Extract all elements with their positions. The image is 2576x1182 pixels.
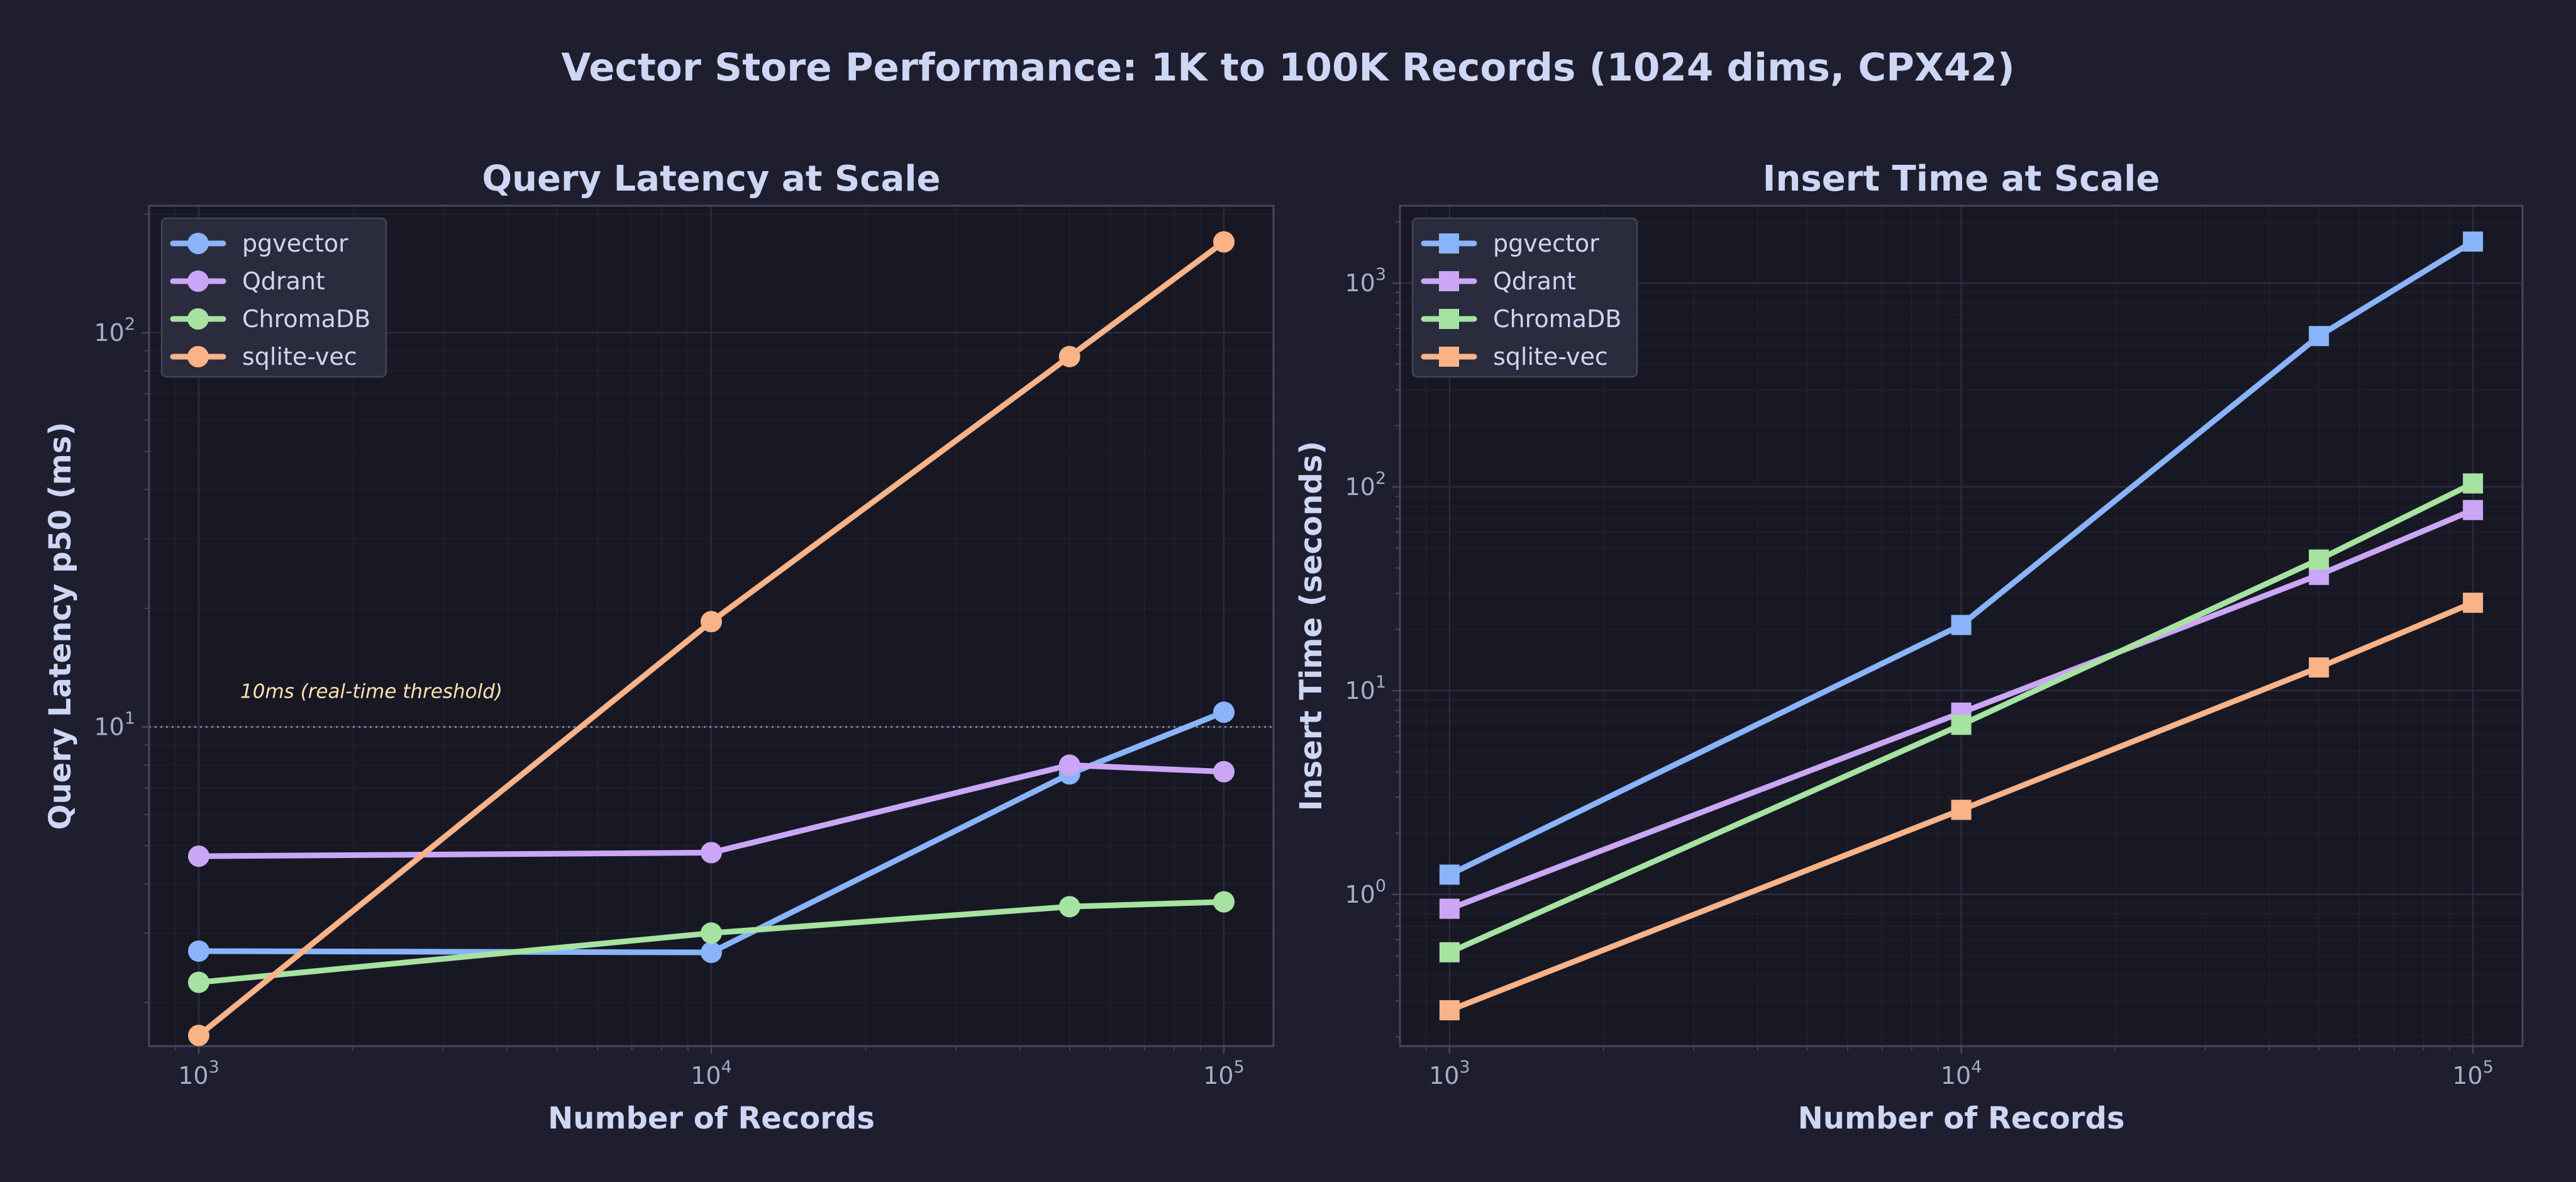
data-point — [187, 1024, 209, 1046]
legend: pgvector Qdrant ChromaDB sqlite-vec — [160, 217, 387, 378]
threshold-annotation: 10ms (real-time threshold) — [240, 681, 502, 703]
panel-title: Insert Time at Scale — [1763, 159, 2160, 199]
legend-marker — [1439, 309, 1459, 329]
series-qdrant — [187, 754, 1235, 867]
data-point — [1213, 891, 1235, 913]
data-point — [1058, 754, 1080, 776]
data-point — [1951, 715, 1972, 735]
data-point — [701, 842, 722, 864]
x-tick-label: 103 — [1429, 1057, 1470, 1090]
legend: pgvector Qdrant ChromaDB sqlite-vec — [1411, 217, 1638, 378]
legend-marker — [1439, 347, 1459, 367]
y-tick-label: 102 — [1345, 469, 1386, 501]
data-point — [1058, 345, 1080, 367]
legend-item: sqlite-vec — [1421, 343, 1608, 371]
legend-box — [1411, 217, 1638, 378]
legend-label: sqlite-vec — [1493, 343, 1608, 371]
series-line — [196, 239, 1227, 1039]
series-line — [196, 709, 1227, 956]
legend-label: Qdrant — [242, 267, 325, 295]
legend-item: sqlite-vec — [170, 343, 357, 371]
legend-marker — [187, 270, 209, 292]
x-tick-label: 105 — [1203, 1057, 1245, 1090]
data-point — [2463, 473, 2484, 494]
x-tick-label: 104 — [691, 1057, 732, 1090]
y-tick-label: 102 — [94, 315, 135, 347]
data-point — [187, 971, 209, 993]
y-axis-label: Query Latency p50 (ms) — [43, 422, 78, 830]
x-tick-label: 105 — [2452, 1057, 2494, 1090]
data-point — [187, 845, 209, 867]
legend-item: pgvector — [170, 230, 348, 257]
y-axis-label: Insert Time (seconds) — [1294, 441, 1329, 811]
y-tick-label: 101 — [94, 709, 135, 741]
series-pgvector — [187, 701, 1235, 963]
y-tick-label: 101 — [1345, 672, 1386, 705]
y-tick-label: 100 — [1345, 876, 1386, 908]
legend-label: ChromaDB — [1493, 305, 1621, 333]
data-point — [2309, 326, 2329, 347]
legend-box — [160, 217, 387, 378]
x-tick-label: 103 — [178, 1057, 219, 1090]
legend-marker — [187, 308, 209, 330]
legend-label: Qdrant — [1493, 267, 1576, 295]
data-point — [2463, 499, 2484, 520]
legend-item: Qdrant — [1421, 267, 1576, 295]
legend-item: ChromaDB — [1421, 305, 1621, 333]
series-line — [1446, 238, 2476, 878]
legend-marker — [1439, 271, 1459, 291]
data-point — [1058, 896, 1080, 918]
data-point — [2309, 657, 2329, 678]
series-sqlite-vec — [1439, 593, 2484, 1020]
data-point — [701, 611, 722, 633]
panel-title: Query Latency at Scale — [482, 159, 941, 199]
legend-item: ChromaDB — [170, 305, 370, 333]
series-chromadb — [187, 891, 1235, 993]
legend-label: pgvector — [242, 230, 348, 257]
chart-panel-2: 103 104 105 100 101 102 103 Insert Time at Scal… — [1294, 159, 2524, 1136]
data-point — [1439, 942, 1460, 962]
series-line — [196, 899, 1227, 986]
data-point — [1213, 231, 1235, 253]
data-point — [1439, 1000, 1460, 1020]
x-axis-label: Number of Records — [548, 1101, 875, 1136]
chart-panel-1: 10ms (real-time threshold) 103 104 105 101 10… — [43, 159, 1275, 1136]
series-pgvector — [1439, 231, 2484, 885]
data-point — [187, 940, 209, 962]
legend-item: pgvector — [1421, 230, 1599, 257]
data-point — [1439, 898, 1460, 919]
x-axis-label: Number of Records — [1798, 1101, 2125, 1136]
data-point — [2463, 593, 2484, 613]
data-point — [1951, 615, 1972, 635]
data-point — [701, 941, 722, 963]
data-point — [2463, 231, 2484, 252]
series-line — [196, 762, 1227, 859]
x-tick-label: 104 — [1941, 1057, 1982, 1090]
figure-title: Vector Store Performance: 1K to 100K Rec… — [561, 45, 2014, 90]
legend-label: ChromaDB — [242, 305, 370, 333]
data-point — [1951, 800, 1972, 820]
series-chromadb — [1439, 473, 2484, 962]
legend-label: sqlite-vec — [242, 343, 357, 371]
legend-label: pgvector — [1493, 230, 1599, 257]
legend-marker — [187, 346, 209, 367]
data-point — [1213, 761, 1235, 783]
series-line — [1446, 481, 2476, 956]
legend-item: Qdrant — [170, 267, 325, 295]
y-tick-label: 103 — [1345, 265, 1386, 297]
data-point — [1213, 701, 1235, 723]
data-point — [2309, 549, 2329, 570]
data-point — [701, 922, 722, 944]
series-line — [1446, 599, 2476, 1013]
legend-marker — [187, 233, 209, 254]
legend-marker — [1439, 233, 1459, 254]
data-point — [1439, 864, 1460, 885]
series-sqlite-vec — [187, 231, 1235, 1046]
